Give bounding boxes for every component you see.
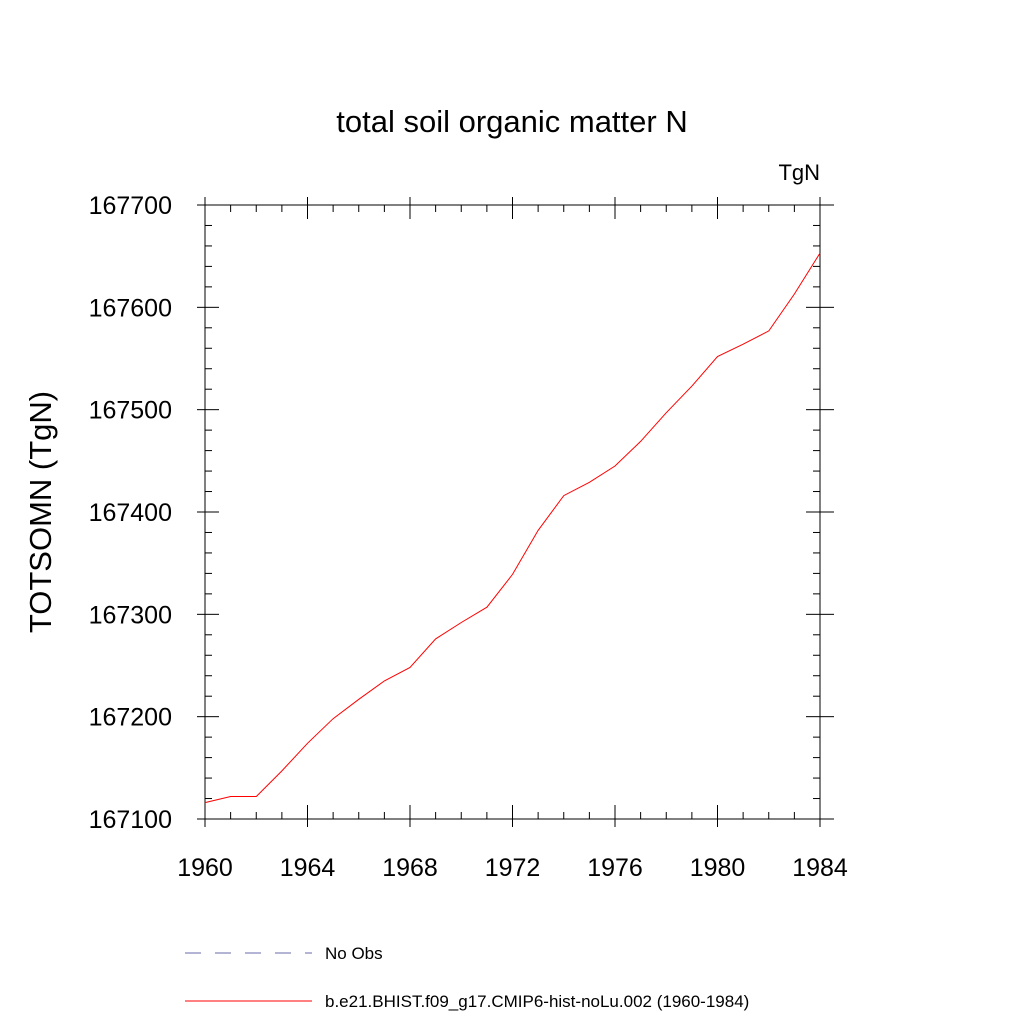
legend: No Obs b.e21.BHIST.f09_g17.CMIP6-hist-noL…	[185, 944, 749, 1011]
series-line	[204, 252, 821, 804]
y-tick-label: 167500	[89, 397, 172, 425]
x-tick-label: 1964	[280, 854, 336, 882]
legend-label: b.e21.BHIST.f09_g17.CMIP6-hist-noLu.002 …	[325, 992, 749, 1011]
x-tick-label: 1976	[587, 854, 643, 882]
y-tick-label: 167100	[89, 806, 172, 834]
x-tick-label: 1972	[485, 854, 541, 882]
y-tick-label: 167300	[89, 601, 172, 629]
y-tick-label: 167200	[89, 704, 172, 732]
chart-title: total soil organic matter N	[336, 104, 687, 139]
legend-label: No Obs	[325, 944, 383, 963]
x-tick-label: 1984	[792, 854, 848, 882]
x-tick-label: 1980	[690, 854, 746, 882]
x-tick-label: 1968	[382, 854, 438, 882]
y-axis-label: TOTSOMN (TgN)	[23, 391, 58, 633]
plot-area: 1960 1964 1968 1972 1976 1980 1984 167100 167200…	[89, 192, 848, 882]
x-tick-label: 1960	[177, 854, 233, 882]
y-tick-label: 167700	[89, 192, 172, 220]
units-label: TgN	[778, 160, 820, 185]
y-tick-label: 167600	[89, 294, 172, 322]
y-tick-label: 167400	[89, 499, 172, 527]
